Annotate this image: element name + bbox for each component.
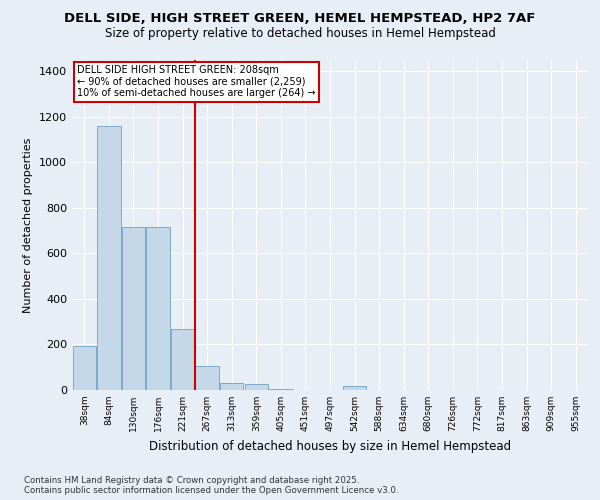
X-axis label: Distribution of detached houses by size in Hemel Hempstead: Distribution of detached houses by size … (149, 440, 511, 452)
Text: Size of property relative to detached houses in Hemel Hempstead: Size of property relative to detached ho… (104, 28, 496, 40)
Bar (97, 126, 121, 390)
Bar (171, 328, 194, 390)
Y-axis label: Number of detached properties: Number of detached properties (23, 138, 34, 312)
Bar (146, 228, 170, 390)
Bar (245, 384, 268, 390)
Text: DELL SIDE HIGH STREET GREEN: 208sqm
← 90% of detached houses are smaller (2,259): DELL SIDE HIGH STREET GREEN: 208sqm ← 90… (77, 65, 316, 98)
Bar (122, 228, 145, 390)
Text: Contains HM Land Registry data © Crown copyright and database right 2025.
Contai: Contains HM Land Registry data © Crown c… (24, 476, 398, 495)
Bar (73, 346, 96, 390)
Bar (220, 383, 244, 390)
Text: DELL SIDE, HIGH STREET GREEN, HEMEL HEMPSTEAD, HP2 7AF: DELL SIDE, HIGH STREET GREEN, HEMEL HEMP… (64, 12, 536, 26)
Bar (269, 389, 293, 390)
Bar (343, 386, 366, 390)
Bar (196, 366, 219, 390)
